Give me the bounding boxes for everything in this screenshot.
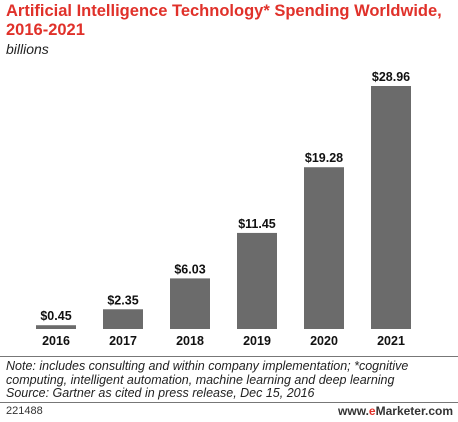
bar (237, 232, 277, 329)
chart-note: Note: includes consulting and within com… (6, 359, 454, 401)
chart-subtitle: billions (6, 41, 49, 57)
x-tick-label: 2016 (42, 334, 70, 348)
note-line: Note: includes consulting and within com… (6, 359, 409, 373)
bar (170, 278, 210, 329)
footer-divider (0, 402, 458, 403)
x-tick-label: 2020 (310, 334, 338, 348)
x-tick-label: 2018 (176, 334, 204, 348)
note-divider (0, 356, 458, 357)
x-tick-label: 2019 (243, 334, 271, 348)
bar (304, 167, 344, 329)
x-tick-label: 2021 (377, 334, 405, 348)
x-tick-label: 2017 (109, 334, 137, 348)
bar-value-label: $11.45 (238, 217, 276, 231)
bar-value-label: $6.03 (174, 262, 205, 276)
source-line: Source: Gartner as cited in press releas… (6, 386, 315, 401)
bar-chart: $0.45 2016 $2.35 2017 $6.03 2018 $11.45 2019 $19… (36, 70, 411, 348)
bar-value-label: $2.35 (107, 293, 138, 307)
bar-value-label: $28.96 (372, 70, 410, 84)
bar (103, 309, 143, 329)
bar-value-label: $19.28 (305, 151, 343, 165)
bar-value-label: $0.45 (40, 309, 71, 323)
bar (371, 86, 411, 329)
note-line: computing, intelligent automation, machi… (6, 372, 395, 387)
chart-title: Artificial Intelligence Technology* Spen… (6, 2, 442, 39)
emarketer-brand: www.eMarketer.com (338, 404, 453, 418)
chart-id: 221488 (6, 405, 43, 417)
bar (36, 325, 76, 329)
